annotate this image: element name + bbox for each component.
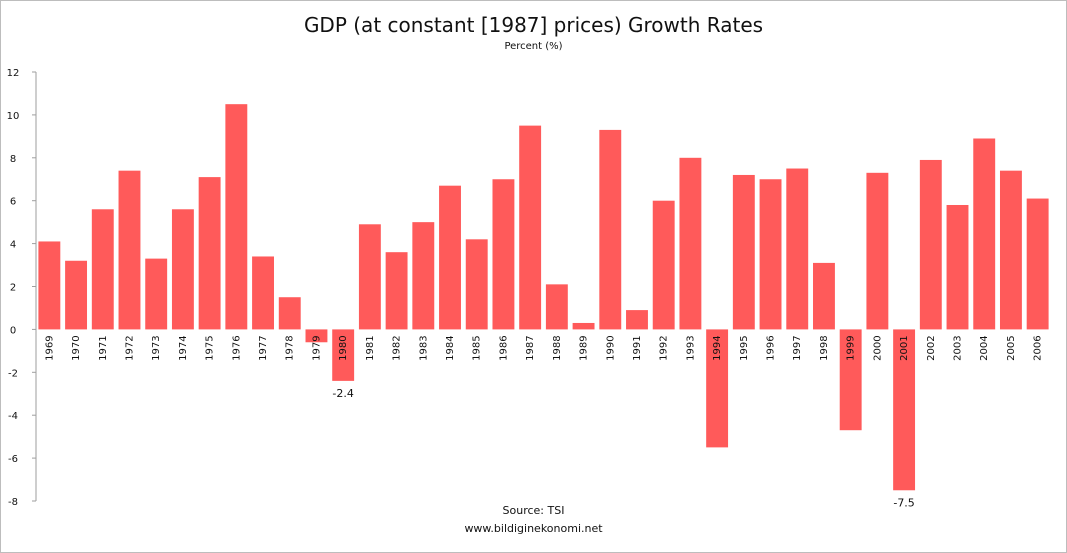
x-tick-label: 2000 bbox=[872, 335, 883, 360]
x-tick-label: 1975 bbox=[205, 335, 216, 360]
x-tick-label: 1988 bbox=[552, 335, 563, 360]
bar bbox=[65, 260, 88, 330]
x-tick-label: 1977 bbox=[258, 335, 269, 360]
bar bbox=[278, 297, 301, 330]
website-note: www.bildiginekonomi.net bbox=[464, 522, 603, 535]
y-tick-label: -8 bbox=[8, 497, 18, 508]
x-tick-label: 1981 bbox=[365, 335, 376, 360]
y-tick-label: 6 bbox=[10, 197, 16, 208]
bar bbox=[1026, 198, 1049, 330]
y-tick-label: 0 bbox=[10, 325, 16, 336]
bar bbox=[91, 209, 114, 330]
x-tick-label: 1984 bbox=[445, 335, 456, 360]
x-tick-label: 1983 bbox=[418, 335, 429, 360]
bar bbox=[973, 138, 996, 330]
bar bbox=[999, 170, 1022, 330]
x-tick-label: 2002 bbox=[926, 335, 937, 360]
x-tick-label: 1999 bbox=[846, 335, 857, 360]
bar bbox=[786, 168, 809, 330]
x-tick-label: 1978 bbox=[285, 335, 296, 360]
bar bbox=[519, 125, 542, 330]
x-tick-label: 1989 bbox=[579, 335, 590, 360]
bar bbox=[252, 256, 274, 330]
bar bbox=[545, 284, 568, 330]
x-tick-label: 1973 bbox=[151, 335, 162, 360]
bar bbox=[358, 224, 381, 330]
x-tick-label: 1980 bbox=[338, 335, 349, 360]
bar bbox=[866, 172, 889, 330]
x-tick-label: 1987 bbox=[525, 335, 536, 360]
y-tick-label: 8 bbox=[10, 154, 16, 165]
bar bbox=[225, 104, 248, 330]
x-tick-label: 1998 bbox=[819, 335, 830, 360]
y-tick-label: 10 bbox=[7, 111, 20, 122]
bar bbox=[599, 129, 622, 330]
bar bbox=[946, 204, 969, 330]
y-tick-label: -2 bbox=[8, 368, 18, 379]
y-tick-label: 2 bbox=[10, 283, 16, 294]
x-tick-label: 1985 bbox=[472, 335, 483, 360]
x-tick-label: 1972 bbox=[124, 335, 135, 360]
bar bbox=[465, 239, 488, 330]
chart-title: GDP (at constant [1987] prices) Growth R… bbox=[303, 13, 764, 37]
bar bbox=[439, 185, 461, 330]
bar bbox=[572, 322, 595, 330]
x-tick-label: 1997 bbox=[792, 335, 803, 360]
bar bbox=[412, 222, 435, 330]
x-tick-label: 1976 bbox=[231, 335, 242, 360]
y-tick-label: -6 bbox=[8, 454, 18, 465]
x-tick-label: 1992 bbox=[659, 335, 670, 360]
bar bbox=[706, 329, 729, 448]
x-tick-label: 1971 bbox=[98, 335, 109, 360]
bar bbox=[385, 252, 408, 330]
x-tick-label: 1969 bbox=[44, 335, 55, 360]
bar bbox=[171, 209, 194, 330]
x-tick-label: 1974 bbox=[178, 335, 189, 360]
x-tick-label: 1995 bbox=[739, 335, 750, 360]
bar bbox=[118, 170, 141, 330]
x-tick-label: 1993 bbox=[685, 335, 696, 360]
x-tick-label: 2001 bbox=[899, 335, 910, 360]
x-tick-label: 2003 bbox=[953, 335, 964, 360]
bar bbox=[332, 329, 355, 381]
x-tick-label: 1990 bbox=[605, 335, 616, 360]
chart-subtitle: Percent (%) bbox=[504, 41, 563, 52]
x-tick-label: 1996 bbox=[766, 335, 777, 360]
source-note: Source: TSI bbox=[502, 504, 565, 517]
bar bbox=[38, 241, 61, 330]
x-tick-label: 2004 bbox=[979, 335, 990, 360]
bar bbox=[919, 159, 942, 330]
x-tick-label: 1982 bbox=[392, 335, 403, 360]
y-tick-label: 12 bbox=[7, 68, 20, 79]
bar bbox=[679, 157, 702, 330]
bar bbox=[893, 329, 916, 491]
bar bbox=[652, 200, 675, 330]
bar bbox=[145, 258, 168, 330]
bar bbox=[305, 329, 328, 343]
data-label: -2.4 bbox=[332, 387, 353, 400]
bar bbox=[759, 179, 782, 330]
bar bbox=[626, 310, 648, 330]
x-tick-label: 1970 bbox=[71, 335, 82, 360]
bar bbox=[813, 262, 835, 330]
x-tick-label: 1986 bbox=[498, 335, 509, 360]
y-tick-label: 4 bbox=[10, 240, 16, 251]
bar bbox=[492, 179, 515, 330]
x-tick-label: 2005 bbox=[1006, 335, 1017, 360]
x-tick-label: 1994 bbox=[712, 335, 723, 360]
x-tick-label: 1991 bbox=[632, 335, 643, 360]
bar bbox=[839, 329, 862, 431]
y-tick-label: -4 bbox=[8, 411, 18, 422]
bar bbox=[732, 174, 755, 330]
x-tick-label: 2006 bbox=[1033, 335, 1044, 360]
data-label: -7.5 bbox=[893, 496, 914, 509]
x-tick-label: 1979 bbox=[311, 335, 322, 360]
bar bbox=[198, 177, 221, 330]
